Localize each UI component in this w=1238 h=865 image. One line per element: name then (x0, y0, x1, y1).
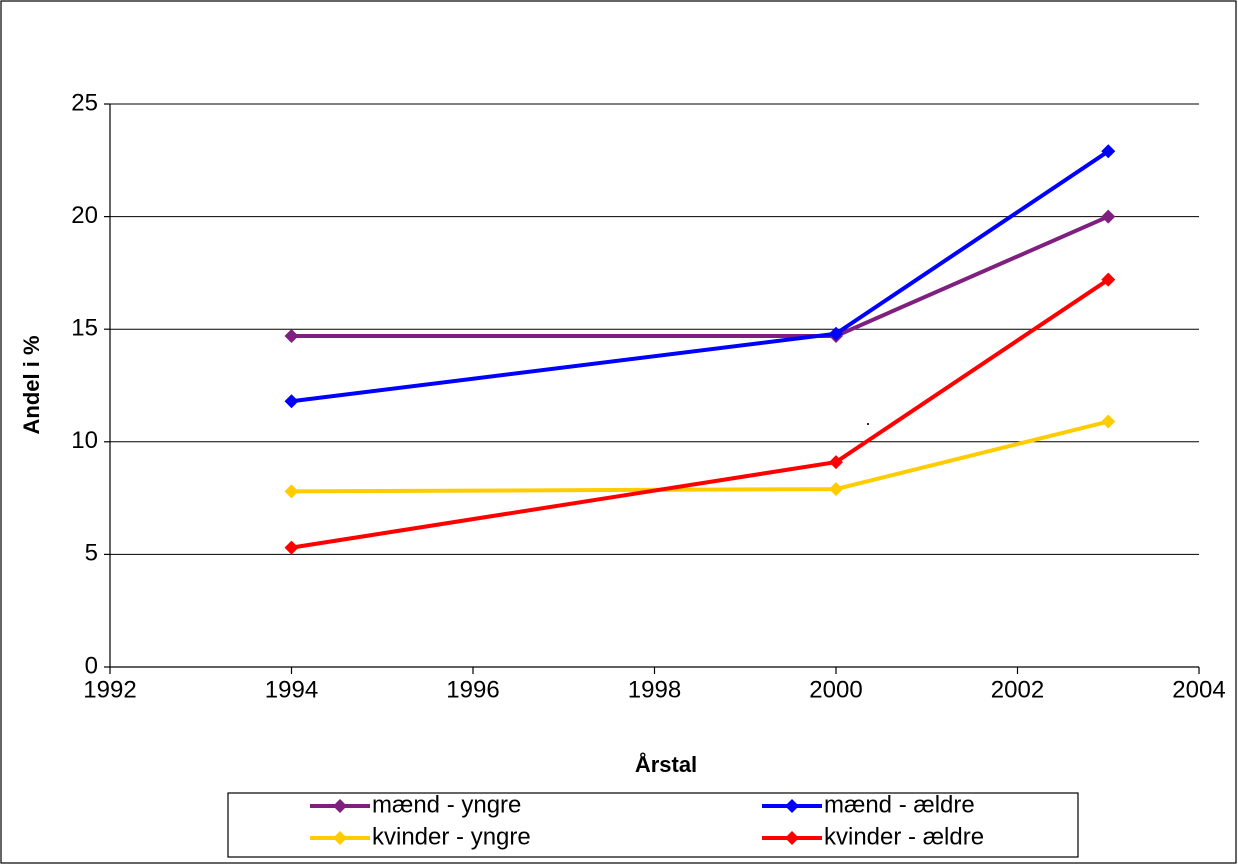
x-tick-label: 2004 (1172, 676, 1225, 703)
legend-label: kvinder - yngre (372, 823, 531, 850)
point (829, 455, 843, 470)
point (1101, 144, 1116, 159)
x-tick-label: 1994 (265, 676, 318, 703)
point (1101, 209, 1116, 224)
legend-marker (333, 831, 347, 845)
legend-label: mænd - yngre (372, 791, 521, 818)
y-tick-label: 25 (71, 89, 98, 116)
point (284, 540, 299, 555)
point (829, 326, 843, 341)
y-axis-title: Andel i % (19, 335, 44, 434)
legend-label: mænd - ældre (824, 791, 975, 818)
x-tick-label: 1992 (83, 676, 136, 703)
legend-marker (333, 799, 347, 813)
point (284, 328, 299, 343)
y-tick-label: 15 (71, 315, 98, 342)
x-tick-label: 1998 (628, 676, 681, 703)
y-tick-label: 20 (71, 202, 98, 229)
point (284, 484, 299, 499)
legend-label: kvinder - ældre (824, 823, 984, 850)
y-tick-label: 5 (85, 540, 98, 567)
x-tick-label: 2002 (991, 676, 1044, 703)
x-tick-label: 2000 (809, 676, 862, 703)
point (284, 394, 299, 409)
legend (227, 792, 1079, 858)
annotation: . (865, 409, 870, 429)
legend-marker (785, 799, 799, 813)
point (1101, 272, 1116, 287)
point (1101, 414, 1116, 429)
x-tick-label: 1996 (446, 676, 499, 703)
y-tick-label: 10 (71, 427, 98, 454)
point (829, 482, 843, 497)
x-axis-title: Årstal (635, 751, 697, 777)
y-tick-label: 0 (85, 652, 98, 679)
legend-marker (785, 831, 799, 845)
